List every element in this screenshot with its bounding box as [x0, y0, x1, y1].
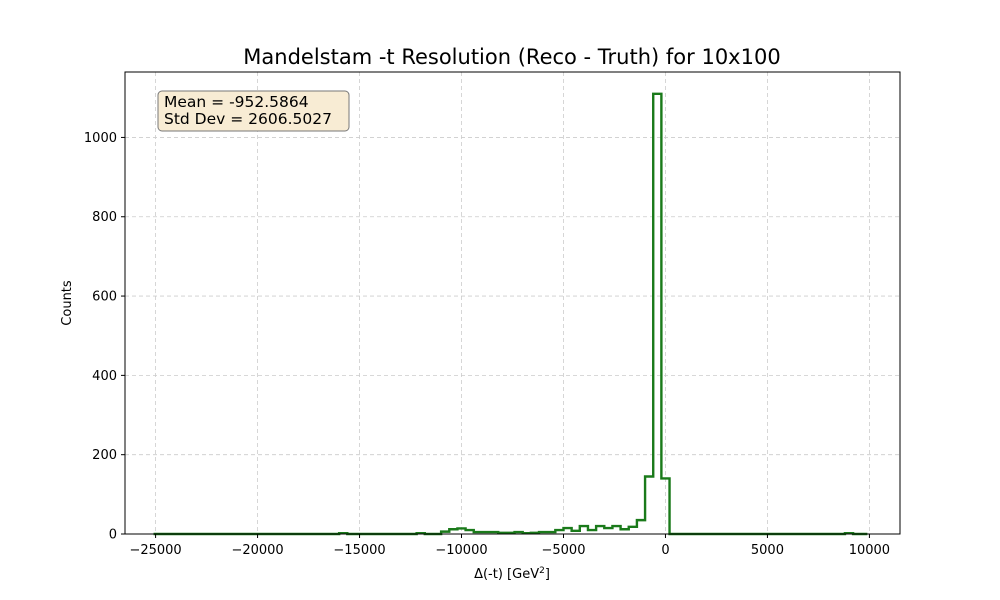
x-axis-label-suffix: ] [545, 567, 550, 582]
y-tick-label: 600 [92, 290, 117, 305]
x-axis-label-superscript: 2 [539, 566, 545, 576]
stats-box: Mean = -952.5864 Std Dev = 2606.5027 [157, 90, 350, 132]
x-axis-label: Δ(-t) [GeV2] [474, 566, 550, 582]
x-tick-label: 0 [661, 543, 669, 558]
y-tick-label: 800 [92, 210, 117, 225]
x-tick-label: −20000 [231, 543, 283, 558]
x-tick-label: −15000 [333, 543, 385, 558]
chart-title: Mandelstam -t Resolution (Reco - Truth) … [243, 45, 780, 69]
x-tick-label: 10000 [849, 543, 890, 558]
stats-mean: Mean = -952.5864 [164, 93, 309, 111]
y-axis-ticks: 0 200 400 600 800 1000 [84, 131, 125, 543]
y-tick-label: 0 [109, 528, 117, 543]
plot-frame [124, 71, 901, 535]
x-axis-label-main: Δ(-t) [GeV [474, 567, 539, 582]
grid [125, 72, 900, 535]
y-tick-label: 200 [92, 448, 117, 463]
stats-std-dev: Std Dev = 2606.5027 [164, 110, 332, 128]
x-axis-ticks: −25000 −20000 −15000 −10000 −5000 0 5000 10000 [129, 534, 890, 558]
stats-box-background [157, 90, 350, 132]
y-tick-label: 1000 [84, 131, 117, 146]
x-tick-label: −25000 [129, 543, 181, 558]
x-tick-label: −10000 [435, 543, 487, 558]
y-axis-label: Counts [60, 280, 75, 326]
x-tick-label: −5000 [541, 543, 585, 558]
x-tick-label: 5000 [751, 543, 784, 558]
y-tick-label: 400 [92, 369, 117, 384]
histogram-series [153, 92, 868, 536]
histogram-step-line [153, 92, 868, 536]
